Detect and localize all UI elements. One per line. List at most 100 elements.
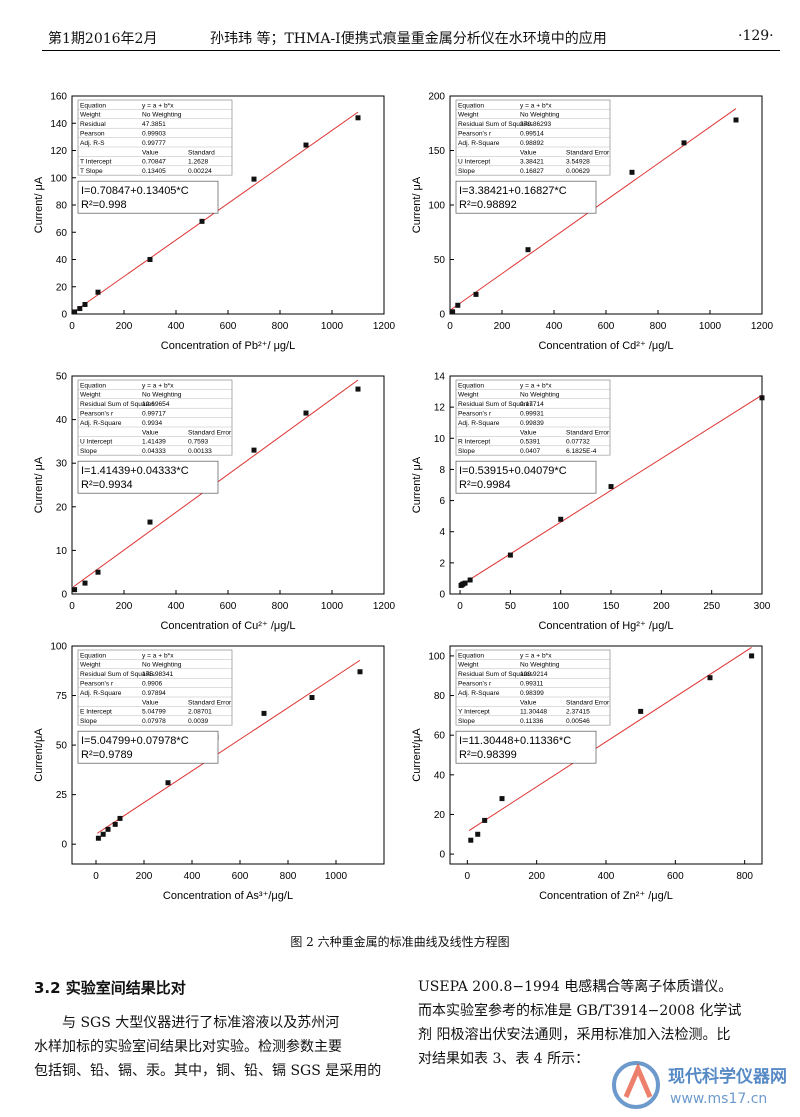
x-tick-label: 600 — [598, 321, 615, 332]
x-tick-label: 1200 — [373, 601, 396, 612]
stats-cell: Pearson's r — [458, 681, 492, 688]
data-point — [72, 309, 78, 315]
article-running-title: 孙玮玮 等；THMA-Ⅰ便携式痕量重金属分析仪在水环境中的应用 — [210, 31, 607, 47]
x-tick-label: 600 — [220, 601, 237, 612]
stats-cell: T Slope — [80, 168, 103, 175]
x-tick-label: 150 — [603, 601, 620, 612]
stats-cell: 0.00546 — [566, 718, 590, 725]
stats-cell: Standard Error — [188, 429, 232, 436]
paragraph-right: USEPA 200.8−1994 电感耦合等离子体质谱仪。 而本实验室参考的标准… — [418, 975, 741, 1071]
data-point — [558, 516, 564, 522]
x-tick-label: 800 — [272, 321, 289, 332]
x-tick-label: 400 — [598, 871, 615, 882]
stats-cell: T Intercept — [80, 159, 112, 166]
data-point — [468, 837, 474, 843]
stats-cell: 1.41439 — [142, 439, 166, 446]
y-tick-label: 8 — [439, 465, 445, 476]
stats-cell: Pearson's r — [80, 681, 114, 688]
x-tick-label: 200 — [653, 601, 670, 612]
watermark-emblem-icon: 现代科学仪器网 www.ms17.cn — [612, 1061, 787, 1109]
stats-cell: y = a + b*x — [142, 382, 174, 389]
chart-as-svg: 0 200 400 600 800 1000 0 25 50 75 100 Concentration… — [33, 642, 385, 902]
equation-box — [77, 460, 219, 494]
stats-cell: 3.38421 — [520, 159, 544, 166]
stats-cell: Weight — [458, 392, 479, 399]
data-point — [95, 289, 101, 295]
chart-zn: 0 200 400 600 800 0 20 40 60 80 100 Concentration o… — [400, 634, 782, 920]
stats-cell: 1.2628 — [188, 159, 209, 166]
fit-line — [468, 647, 752, 831]
y-tick-label: 2 — [439, 558, 445, 569]
page-number: ·129· — [738, 28, 774, 44]
text-line: 包括铜、铅、镉、汞。其中，铜、铅、镉 SGS 是采用的 — [34, 1063, 382, 1079]
fit-line — [96, 659, 361, 834]
y-tick-label: 10 — [434, 434, 446, 445]
stats-cell: 11.30448 — [520, 709, 547, 716]
data-point — [251, 176, 257, 182]
x-tick-label: 50 — [505, 601, 517, 612]
data-point — [749, 653, 755, 659]
stats-cell: Value — [520, 149, 537, 156]
y-tick-label: 50 — [434, 255, 446, 266]
data-point — [303, 142, 309, 148]
stats-cell: No Weighting — [142, 392, 182, 399]
stats-cell: Weight — [80, 392, 101, 399]
stats-cell: 12.69654 — [142, 401, 170, 408]
data-point — [112, 821, 118, 827]
stats-cell: Weight — [80, 662, 101, 669]
stats-cell: y = a + b*x — [142, 102, 174, 109]
y-tick-label: 0 — [439, 590, 445, 601]
data-point — [147, 257, 153, 262]
stats-cell: Equation — [458, 382, 484, 389]
data-point — [303, 410, 309, 416]
data-point — [759, 395, 765, 401]
data-point — [165, 780, 171, 786]
y-tick-label: 10 — [56, 546, 68, 557]
data-point — [251, 447, 257, 453]
stats-cell: Standard Error — [566, 429, 610, 436]
stats-cell: 6.1825E-4 — [566, 448, 597, 455]
y-tick-label: 200 — [428, 92, 445, 103]
y-tick-label: 25 — [56, 790, 68, 801]
x-tick-label: 0 — [69, 321, 75, 332]
stats-cell: Weight — [80, 112, 101, 119]
y-tick-label: 20 — [434, 810, 446, 821]
stats-cell: Value — [520, 699, 537, 706]
y-tick-label: 50 — [56, 372, 68, 383]
r-squared: R²=0.9789 — [81, 749, 133, 761]
stats-cell: 5.04799 — [142, 709, 166, 716]
data-point — [608, 484, 614, 490]
text-line: 水样加标的实验室间结果比对实验。检测参数主要 — [34, 1039, 342, 1055]
stats-cell: No Weighting — [142, 662, 182, 669]
chart-pb-svg: 0 200 400 600 800 1000 1200 0 20 40 60 80 100 120 140 1… — [33, 92, 396, 353]
stats-cell: 0.5391 — [520, 439, 541, 446]
y-tick-label: 40 — [56, 415, 68, 426]
y-tick-label: 40 — [56, 255, 68, 266]
y-tick-label: 50 — [56, 741, 68, 752]
fit-equation: I=5.04799+0.07978*C — [81, 735, 189, 747]
y-tick-label: 80 — [434, 691, 446, 702]
y-tick-label: 30 — [56, 459, 68, 470]
y-tick-label: 0 — [61, 840, 67, 851]
data-point — [82, 580, 88, 586]
r-squared: R²=0.9984 — [459, 479, 511, 491]
stats-cell: 379.86293 — [520, 121, 552, 128]
stats-cell: No Weighting — [142, 112, 182, 119]
stats-cell: 47.3851 — [142, 121, 166, 128]
equation-box — [77, 730, 219, 764]
x-tick-label: 400 — [168, 601, 185, 612]
x-tick-label: 800 — [272, 601, 289, 612]
data-point — [455, 302, 461, 308]
data-point — [77, 306, 83, 312]
stats-cell: 0.04333 — [142, 448, 166, 455]
y-tick-label: 80 — [56, 201, 68, 212]
y-axis-label: Current/ μA — [411, 176, 423, 233]
stats-cell: y = a + b*x — [520, 102, 552, 109]
stats-cell: 0.0407 — [520, 448, 541, 455]
r-squared: R²=0.998 — [81, 199, 127, 211]
x-tick-label: 200 — [136, 871, 153, 882]
data-point — [638, 708, 644, 714]
stats-cell: Residual Sum of Squares — [80, 401, 155, 408]
data-point — [467, 577, 473, 583]
fit-equation: I=0.70847+0.13405*C — [81, 185, 189, 197]
